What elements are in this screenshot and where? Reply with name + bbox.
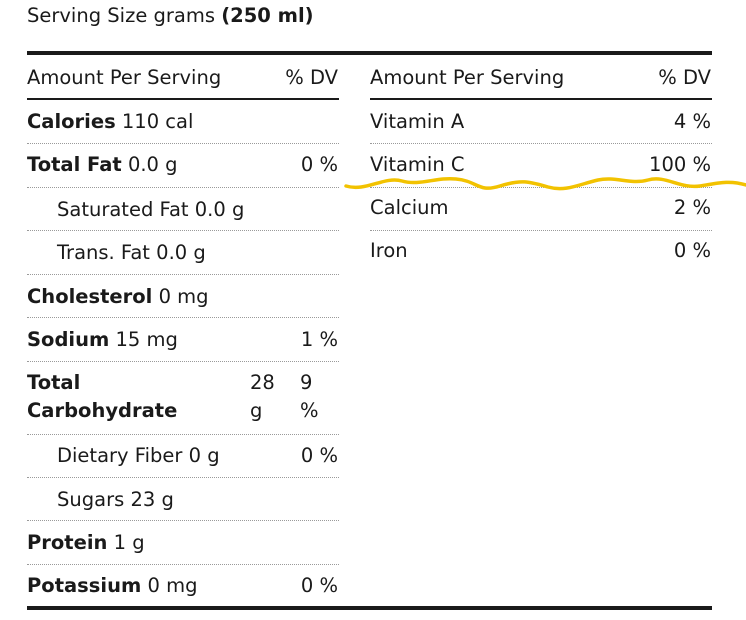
nutrient-name: Dietary Fiber — [57, 444, 183, 467]
row-carb-amount-line1: 28 — [250, 371, 275, 394]
nutrient-amount: 0.0 g — [194, 198, 245, 221]
serving-size-label: Serving Size grams — [27, 4, 216, 27]
nutrient-name: Protein — [27, 531, 108, 554]
row-divider — [370, 230, 712, 231]
row-calcium: Calcium — [370, 196, 449, 219]
row-total-fat-dv: 0 % — [300, 153, 338, 176]
row-divider — [27, 477, 339, 478]
nutrient-name: Trans. Fat — [57, 241, 150, 264]
row-cholesterol: Cholesterol 0 mg — [27, 285, 209, 309]
row-carb-dv-line1: 9 — [300, 371, 313, 394]
row-divider — [27, 317, 339, 318]
row-sugars: Sugars 23 g — [57, 488, 174, 512]
row-carb-dv-line2: % — [300, 399, 319, 422]
row-divider — [27, 230, 339, 231]
row-potassium: Potassium 0 mg — [27, 574, 197, 598]
nutrient-name: Total Fat — [27, 153, 122, 176]
row-dietary-fiber-dv: 0 % — [300, 444, 338, 467]
row-divider — [27, 361, 339, 362]
nutrient-amount: 0 mg — [158, 285, 209, 308]
nutrient-amount: 1 g — [113, 531, 145, 554]
row-divider — [27, 143, 339, 144]
row-potassium-dv: 0 % — [300, 574, 338, 597]
row-divider — [27, 520, 339, 521]
serving-size: Serving Size grams (250 ml) — [27, 4, 314, 28]
nutrient-amount: 0 mg — [147, 574, 198, 597]
right-header-rule — [370, 98, 712, 100]
nutrient-name: Cholesterol — [27, 285, 153, 308]
row-iron: Iron — [370, 239, 408, 262]
nutrient-amount: 0 g — [188, 444, 220, 467]
row-divider — [27, 274, 339, 275]
row-protein: Protein 1 g — [27, 531, 145, 555]
row-saturated-fat: Saturated Fat 0.0 g — [57, 198, 244, 222]
row-trans-fat: Trans. Fat 0.0 g — [57, 241, 206, 265]
row-iron-dv: 0 % — [673, 239, 711, 262]
nutrient-amount: 0.0 g — [127, 153, 178, 176]
row-vitamin-c: Vitamin C — [370, 153, 465, 176]
row-carb-name-line1: Total — [27, 371, 81, 394]
row-carb-name-line2: Carbohydrate — [27, 399, 178, 422]
row-carb-amount-line2: g — [250, 399, 263, 422]
row-divider — [27, 434, 339, 435]
row-divider — [27, 564, 339, 565]
row-sodium: Sodium 15 mg — [27, 328, 178, 352]
row-calcium-dv: 2 % — [673, 196, 711, 219]
row-divider — [370, 187, 712, 188]
row-total-fat: Total Fat 0.0 g — [27, 153, 178, 177]
row-dietary-fiber: Dietary Fiber 0 g — [57, 444, 220, 468]
left-header-rule — [27, 98, 339, 100]
nutrient-amount: 110 cal — [121, 110, 194, 133]
nutrient-amount: 15 mg — [115, 328, 178, 351]
row-calories: Calories 110 cal — [27, 110, 193, 134]
right-header-dv: % DV — [658, 66, 711, 89]
row-vitamin-a-dv: 4 % — [673, 110, 711, 133]
right-header-amount: Amount Per Serving — [370, 66, 565, 89]
nutrient-amount: 0.0 g — [156, 241, 206, 264]
nutrient-name: Calories — [27, 110, 116, 133]
left-header-dv: % DV — [285, 66, 338, 89]
row-vitamin-c-dv: 100 % — [649, 153, 711, 176]
nutrient-name: Potassium — [27, 574, 142, 597]
row-vitamin-a: Vitamin A — [370, 110, 465, 133]
row-divider — [27, 187, 339, 188]
row-sodium-dv: 1 % — [300, 328, 338, 351]
nutrient-amount: 23 g — [130, 488, 174, 511]
serving-size-value: (250 ml) — [221, 4, 314, 27]
nutrient-name: Sugars — [57, 488, 125, 511]
bottom-rule — [27, 606, 712, 610]
row-divider — [370, 143, 712, 144]
nutrient-name: Saturated Fat — [57, 198, 189, 221]
top-rule — [27, 51, 712, 55]
left-header-amount: Amount Per Serving — [27, 66, 222, 89]
nutrient-name: Sodium — [27, 328, 110, 351]
